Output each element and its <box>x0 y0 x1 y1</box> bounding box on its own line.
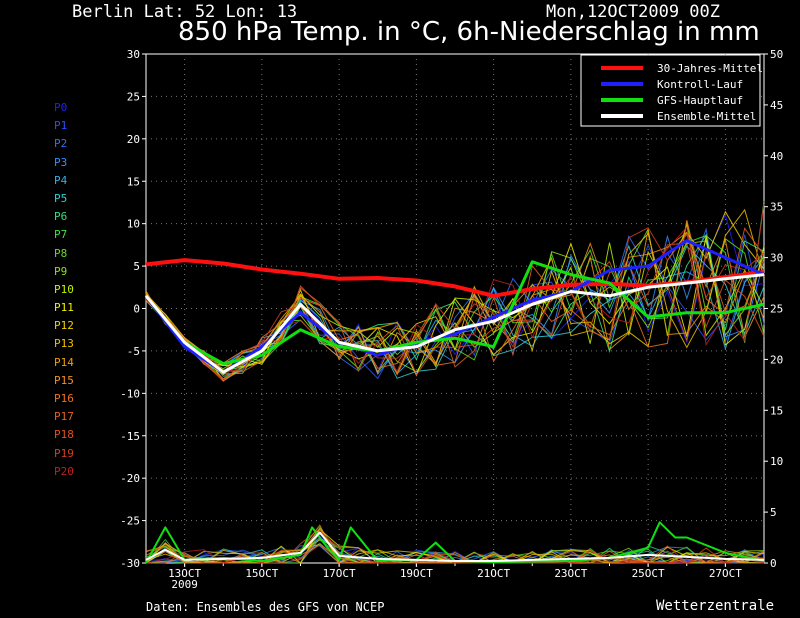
ensemble-member-p6: P6 <box>54 210 68 224</box>
x-tick-label: 17OCT <box>323 567 356 580</box>
ensemble-member-p20: P20 <box>54 464 74 478</box>
ensemble-member-p18: P18 <box>54 428 74 442</box>
ensemble-member-p7: P7 <box>54 228 68 242</box>
series-line-ensemble-mittel-niederschlag <box>145 531 765 562</box>
x-tick-label: 19OCT <box>400 567 433 580</box>
y-right-tick-label: 5 <box>770 506 777 519</box>
x-tick-label: 15OCT <box>245 567 278 580</box>
member-precip-line-p15 <box>145 543 765 564</box>
ensemble-member-p1: P1 <box>54 119 68 133</box>
ensemble-member-p17: P17 <box>54 410 74 424</box>
ensemble-member-p8: P8 <box>54 246 68 260</box>
location-label: Berlin Lat: 52 Lon: 13 <box>72 2 298 22</box>
ensemble-member-p12: P12 <box>54 319 74 333</box>
y-right-tick-label: 20 <box>770 353 783 366</box>
y-right-tick-label: 45 <box>770 99 783 112</box>
ensemble-member-p11: P11 <box>54 301 74 315</box>
y-right-tick-label: 30 <box>770 252 783 265</box>
ensemble-member-p19: P19 <box>54 446 74 460</box>
y-left-tick-label: -20 <box>120 472 140 485</box>
chart-title: 850 hPa Temp. in °C, 6h-Niederschlag in … <box>178 17 760 47</box>
y-right-tick-label: 50 <box>770 48 783 61</box>
data-source-note: Daten: Ensembles des GFS von NCEP <box>146 600 385 614</box>
y-right-tick-label: 40 <box>770 150 783 163</box>
ensemble-member-p3: P3 <box>54 155 68 169</box>
legend-label: Ensemble-Mittel <box>657 110 756 123</box>
x-year-label: 2009 <box>171 578 198 591</box>
y-left-tick-label: -30 <box>120 557 140 570</box>
y-left-tick-label: -15 <box>120 430 140 443</box>
ensemble-member-p13: P13 <box>54 337 74 351</box>
y-left-tick-label: -25 <box>120 515 140 528</box>
ensemble-member-p4: P4 <box>54 173 68 187</box>
x-tick-label: 25OCT <box>632 567 665 580</box>
member-temp-line-p12 <box>145 210 765 366</box>
member-temp-line-p13 <box>145 208 765 382</box>
y-left-tick-label: 10 <box>127 218 140 231</box>
y-right-tick-label: 25 <box>770 303 783 316</box>
member-temp-line-p17 <box>145 227 765 376</box>
ensemble-member-p14: P14 <box>54 355 74 369</box>
member-temp-line-p6 <box>145 233 765 375</box>
x-tick-label: 21OCT <box>477 567 510 580</box>
brand-label: Wetterzentrale <box>656 598 775 614</box>
legend-label: Kontroll-Lauf <box>657 78 743 91</box>
series-line-kontroll-lauf <box>144 239 765 374</box>
ensemble-member-p10: P10 <box>54 282 74 296</box>
y-left-tick-label: 30 <box>127 48 140 61</box>
ensemble-member-p16: P16 <box>54 392 74 405</box>
y-left-tick-label: -5 <box>127 345 140 358</box>
y-left-tick-label: -10 <box>120 387 140 400</box>
y-right-tick-label: 35 <box>770 201 783 214</box>
x-tick-label: 27OCT <box>709 567 742 580</box>
legend-label: GFS-Hauptlauf <box>657 94 743 107</box>
series-line-ensemble-mittel <box>144 273 765 374</box>
ensemble-member-p2: P2 <box>54 137 68 151</box>
ensemble-member-p0: P0 <box>54 101 68 114</box>
run-date-label: Mon,12OCT2009 00Z <box>546 2 720 22</box>
ensemble-member-list: P0 P1 P2 P3 P4 P5 P6 P7 P8 P9 P10 P11 P12 P13 P14 P15 P1… <box>54 101 74 483</box>
y-right-tick-label: 0 <box>770 557 777 570</box>
x-tick-label: 13OCT <box>168 567 201 580</box>
y-left-tick-label: 25 <box>127 90 140 103</box>
ensemble-member-p9: P9 <box>54 264 68 278</box>
y-left-tick-label: 5 <box>133 260 140 273</box>
legend-label: 30-Jahres-Mittel <box>657 62 763 75</box>
member-temp-line-p10 <box>145 224 765 368</box>
y-left-tick-label: 15 <box>127 175 140 188</box>
x-tick-label: 23OCT <box>554 567 587 580</box>
ensemble-member-p15: P15 <box>54 373 74 387</box>
y-left-tick-label: 0 <box>133 303 140 316</box>
ensemble-member-p5: P5 <box>54 191 68 205</box>
y-right-tick-label: 15 <box>770 404 783 417</box>
y-left-tick-label: 20 <box>127 133 140 146</box>
y-right-tick-label: 10 <box>770 455 783 468</box>
